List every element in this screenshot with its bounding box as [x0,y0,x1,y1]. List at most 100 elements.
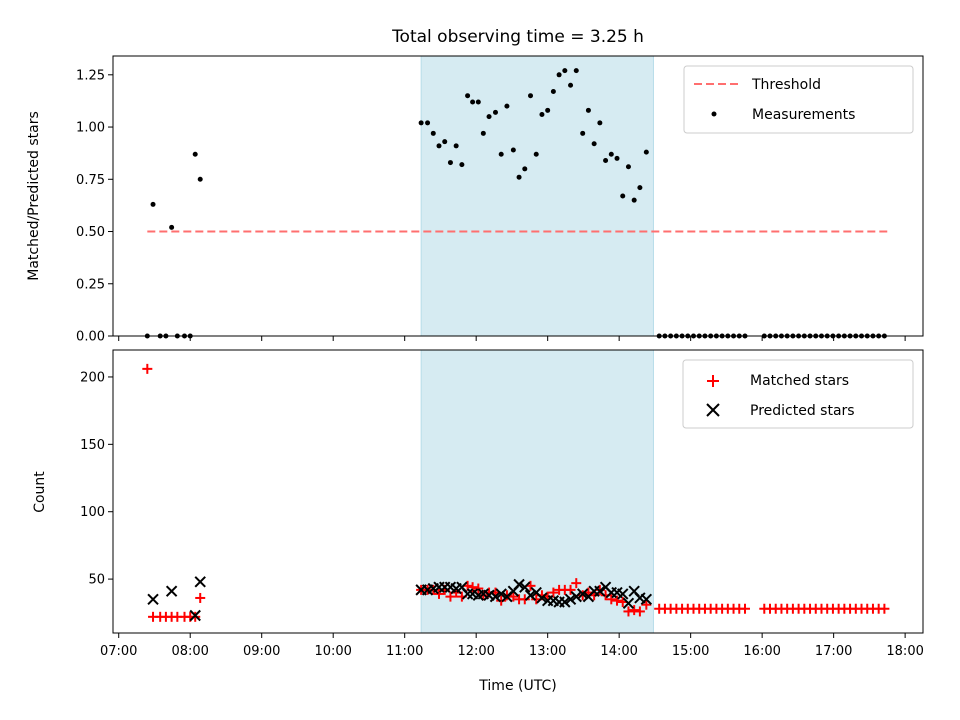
measurement-point [568,82,574,88]
predicted-star-point [495,588,507,600]
measurement-point [522,166,528,172]
y-tick-label: 1.25 [76,68,105,83]
predicted-star-point [564,593,577,606]
y-tick-label: 0.50 [76,225,105,240]
measurement-point [562,68,568,74]
measurement-point [504,103,510,109]
bottom-legend-frame [682,359,914,429]
measurement-point [498,151,504,157]
matched-star-point [142,363,153,374]
matched-star-point [548,587,559,598]
measurement-point [465,93,471,99]
y-tick-label: 0.00 [76,330,105,345]
top-legend: Threshold Measurements [683,65,914,134]
predicted-star-point [559,596,571,608]
x-tick-label: 17:00 [815,644,852,659]
measurement-point [197,176,203,182]
measurement-point [603,157,609,163]
measurement-point [516,174,522,180]
matched-star-point [571,578,582,589]
matched-star-point [565,584,576,595]
bottom-y-axis-label: Count [32,471,48,513]
bottom-panel: 50 100 150 200 07:00 08:00 09:00 10:00 11:00 12:… [32,349,924,694]
x-tick-label: 18:00 [886,644,923,659]
x-tick-label: 15:00 [672,644,709,659]
measurement-point [192,151,198,157]
top-y-axis-label: Matched/Predicted stars [26,111,42,281]
measurement-point [573,68,579,74]
bottom-y-ticks: 50 100 150 200 [80,370,113,588]
measurement-point [614,155,620,161]
matched-star-point [641,599,652,610]
predicted-star-point [594,585,606,597]
y-tick-label: 50 [88,573,105,588]
predicted-star-point [513,578,525,591]
chart-title: Total observing time = 3.25 h [391,27,644,47]
predicted-star-point [489,590,502,603]
matched-star-point [623,606,634,617]
predicted-star-point [570,590,582,603]
matched-star-point [195,592,206,603]
top-y-ticks: 0.00 0.25 0.50 0.75 1.00 1.25 [76,68,113,345]
measurement-point [150,201,156,207]
predicted-star-point [461,588,474,600]
measurement-point [447,160,453,166]
measurement-point [580,130,586,136]
top-panel: 0.00 0.25 0.50 0.75 1.00 1.25 Total observing… [26,27,924,345]
matched-star-point [434,588,445,599]
top-legend-frame [683,65,914,134]
measurement-point [556,72,562,78]
measurement-point [492,109,498,115]
matched-star-point [739,603,750,614]
measurement-point [620,193,626,199]
measurement-point [625,164,631,170]
measurement-point [480,130,486,136]
x-tick-label: 10:00 [314,644,351,659]
y-tick-label: 0.75 [76,173,105,188]
matched-star-point [612,595,623,606]
y-tick-label: 0.25 [76,277,105,292]
predicted-star-point [165,585,178,597]
measurement-point [475,99,481,105]
measurement-point [528,93,534,99]
predicted-star-point [194,576,206,588]
x-tick-label: 11:00 [386,644,423,659]
measurement-point [459,162,465,168]
predicted-star-point [536,592,548,604]
x-tick-label: 13:00 [529,644,566,659]
top-axes-frame [112,55,924,337]
x-tick-label: 07:00 [100,644,137,659]
predicted-star-point [617,588,629,600]
measurement-point [631,197,637,203]
measurement-point [486,114,492,120]
x-axis-label: Time (UTC) [478,678,556,694]
matched-star-point [879,603,890,614]
x-tick-label: 08:00 [171,644,208,659]
measurement-point [510,147,516,153]
measurement-point [453,143,459,149]
x-tick-label: 12:00 [457,644,494,659]
matched-star-point [473,583,484,594]
measurement-point [418,120,424,126]
measurement-point [436,143,442,149]
matched-star-point [519,594,530,605]
measurement-point [539,112,545,118]
x-tick-label: 14:00 [600,644,637,659]
matched-star-point [634,606,645,617]
measurement-point [550,89,556,95]
x-tick-label: 09:00 [243,644,280,659]
x-tick-label: 16:00 [743,644,780,659]
measurement-point [430,130,436,136]
measurement-point [425,120,431,126]
legend-predicted-label: Predicted stars [750,403,855,419]
y-tick-label: 1.00 [76,121,105,136]
count-points [142,363,890,622]
measurement-point [643,149,649,155]
measurement-point [585,107,591,113]
measurement-point [169,224,175,230]
measurement-point [591,141,597,147]
observing-window-span [420,55,654,337]
predicted-star-point [519,581,531,593]
predicted-star-point [622,597,635,610]
